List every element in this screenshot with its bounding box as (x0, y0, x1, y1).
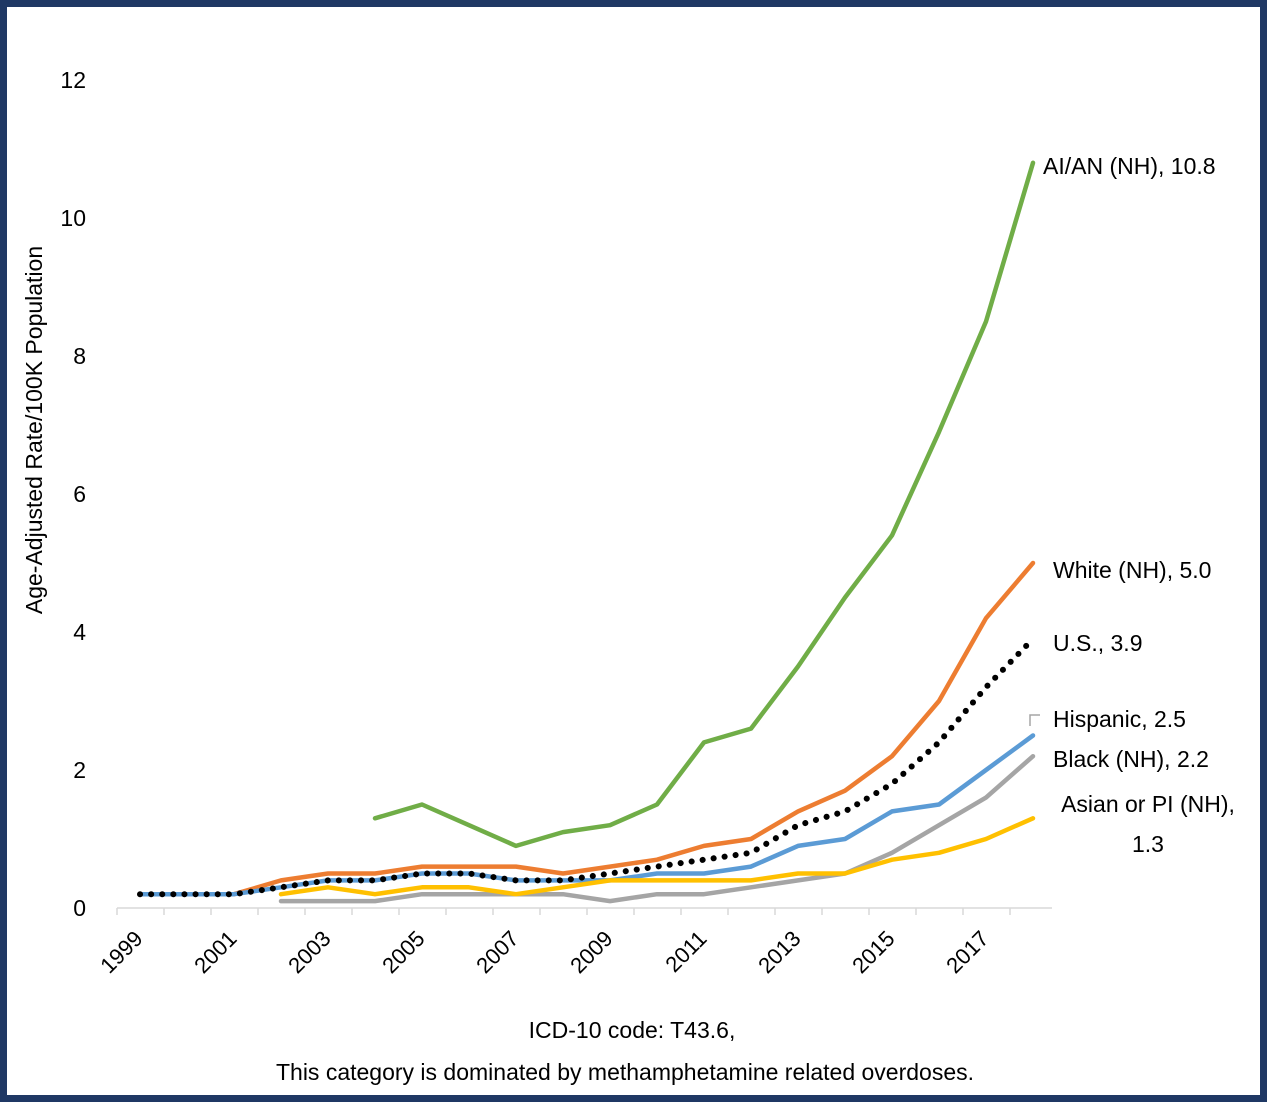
y-tick-label: 10 (60, 205, 86, 231)
series-line-asian (278, 816, 1036, 897)
series-label-aian: AI/AN (NH), 10.8 (1043, 153, 1216, 179)
y-tick-label: 0 (73, 895, 86, 921)
x-tick-label: 2017 (941, 926, 993, 978)
x-tick-label: 2005 (377, 926, 429, 978)
x-tick-label: 2003 (283, 926, 335, 978)
series-hispanic (137, 733, 1036, 897)
series-layer (137, 160, 1036, 904)
series-label-asian: Asian or PI (NH), (1061, 791, 1235, 817)
series-black (278, 753, 1036, 904)
x-tick-label: 2009 (565, 926, 617, 978)
series-labels: AI/AN (NH), 10.8 White (NH), 5.0 Hispanic,… (1029, 153, 1235, 857)
y-tick-label: 2 (73, 757, 86, 783)
hispanic-label-leader (1029, 714, 1040, 726)
series-line-us (137, 635, 1036, 898)
x-tick-label: 2011 (660, 926, 711, 977)
series-line-aian (372, 160, 1036, 849)
x-axis-note-line-2: This category is dominated by methamphet… (276, 1059, 974, 1085)
x-tick-label: 2013 (753, 926, 805, 978)
series-aian (372, 160, 1036, 849)
y-tick-label: 12 (60, 67, 86, 93)
axes: 0 2 4 6 8 10 12 1999 2001 2003 2005 2007 2009 2011 201… (60, 67, 1052, 978)
series-label-black: Black (NH), 2.2 (1053, 746, 1209, 772)
y-tick-label: 6 (73, 481, 86, 507)
series-label-hispanic: Hispanic, 2.5 (1053, 706, 1186, 732)
x-tick-label: 2015 (847, 926, 899, 978)
series-label-us: U.S., 3.9 (1053, 630, 1142, 656)
series-us (137, 635, 1036, 898)
y-tick-label: 8 (73, 343, 86, 369)
x-tick-label: 2007 (471, 926, 523, 978)
series-label-asian: 1.3 (1132, 831, 1164, 857)
x-axis-note-line-1: ICD-10 code: T43.6, (529, 1017, 736, 1043)
series-asian (278, 816, 1036, 897)
x-tick-label: 2001 (189, 926, 241, 978)
series-label-white: White (NH), 5.0 (1053, 557, 1211, 583)
y-tick-label: 4 (73, 619, 86, 645)
y-axis-title: Age-Adjusted Rate/100K Population (21, 246, 47, 614)
series-white (137, 560, 1036, 897)
series-line-white (137, 560, 1036, 897)
series-line-black (278, 753, 1036, 904)
series-line-hispanic (137, 733, 1036, 897)
x-tick-label: 1999 (95, 926, 147, 978)
